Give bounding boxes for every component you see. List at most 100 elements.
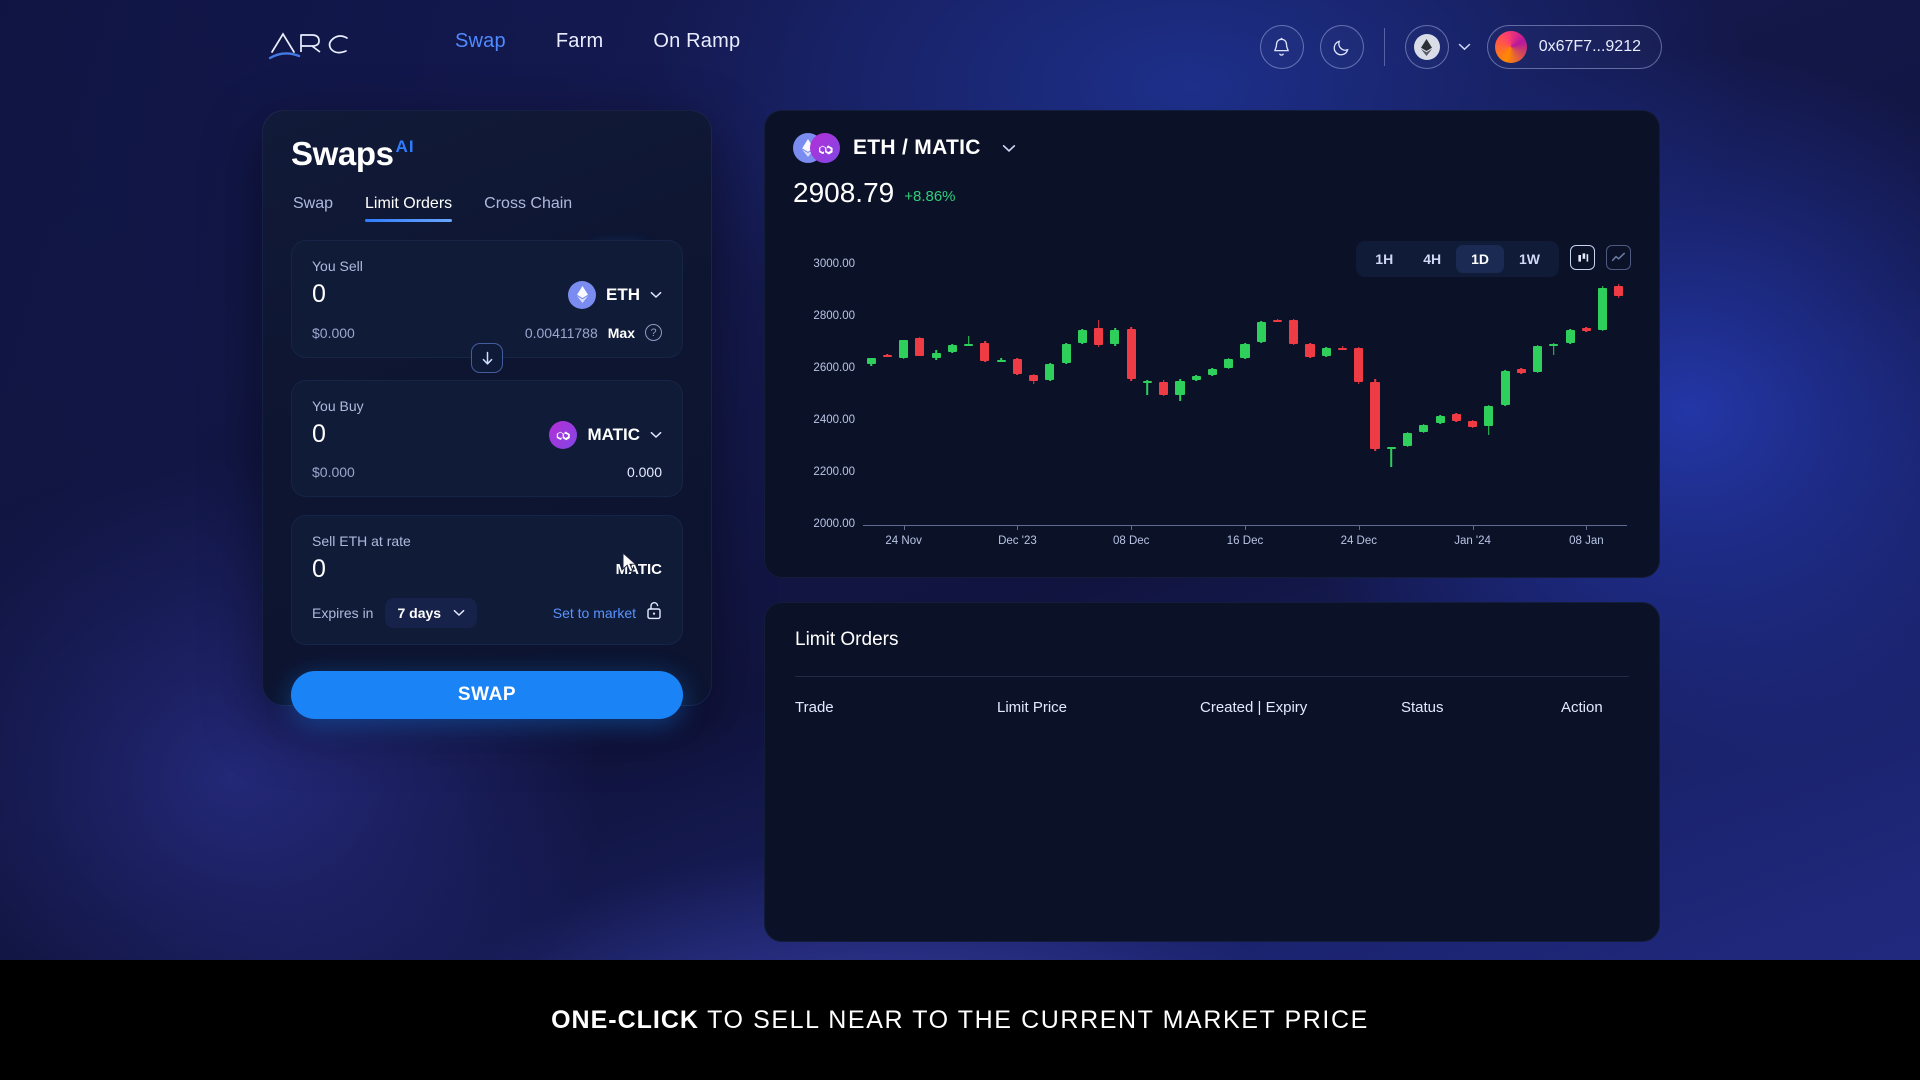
timeframe-1w[interactable]: 1W xyxy=(1519,251,1540,267)
candlestick xyxy=(1094,241,1104,561)
limit-rate-panel: Sell ETH at rate 0 MATIC Expires in 7 da… xyxy=(291,515,683,645)
candlestick xyxy=(1272,241,1283,561)
nav-link-farm[interactable]: Farm xyxy=(555,30,604,52)
rate-amount-input[interactable]: 0 xyxy=(312,555,326,583)
candlestick xyxy=(1289,241,1299,561)
column-header-created-expiry: Created | Expiry xyxy=(1200,699,1308,716)
candlestick xyxy=(915,241,925,561)
wallet-button[interactable]: 0x67F7...9212 xyxy=(1486,25,1662,69)
candle-body xyxy=(1403,433,1413,446)
line-chart-icon[interactable] xyxy=(1606,245,1631,270)
candlestick xyxy=(1468,241,1478,561)
candlestick xyxy=(1419,241,1429,561)
ethereum-icon xyxy=(568,280,596,309)
chart-type-buttons xyxy=(1570,245,1631,270)
candle-body xyxy=(1451,413,1461,421)
x-axis-tick xyxy=(1017,525,1019,530)
y-axis-tick-label: 2800.00 xyxy=(813,309,855,322)
candlestick xyxy=(1370,241,1380,561)
swap-button[interactable]: SWAP xyxy=(291,671,683,719)
candle-body xyxy=(1435,415,1445,423)
candlestick-chart-icon[interactable] xyxy=(1570,245,1595,270)
candle-body xyxy=(1500,370,1510,406)
you-sell-panel: You Sell 0 ETH $0.000 xyxy=(291,240,683,373)
candlestick xyxy=(1142,241,1152,561)
candle-body xyxy=(1549,343,1559,346)
candlestick xyxy=(1549,241,1559,561)
pair-selector[interactable]: ETH / MATIC xyxy=(793,133,1631,163)
x-axis-tick-label: 24 Dec xyxy=(1340,535,1377,547)
sell-token-selector[interactable]: ETH xyxy=(568,280,662,309)
swap-direction-button[interactable] xyxy=(471,343,503,373)
arrow-down-icon xyxy=(482,351,492,365)
price-change: +8.86% xyxy=(904,188,956,205)
you-buy-panel: You Buy 0 MATIC $0.000 0.000 xyxy=(291,380,683,497)
you-buy-balance: 0.000 xyxy=(626,464,662,480)
chevron-down-icon xyxy=(453,609,465,617)
candle-body xyxy=(1565,330,1575,343)
you-sell-amount-input[interactable]: 0 xyxy=(312,280,326,308)
candle-wick xyxy=(1553,342,1555,355)
timeframe-group: 1H 4H 1D 1W xyxy=(1356,241,1559,277)
candle-body xyxy=(1240,343,1250,359)
candlestick xyxy=(1045,241,1055,561)
you-sell-balance: 0.00411788 xyxy=(524,324,598,341)
candlestick-plot: 2000.00 2200.00 2400.00 2600.00 2800.00 3000.… xyxy=(793,241,1633,561)
candlestick xyxy=(1224,241,1234,561)
candle-body xyxy=(1533,345,1543,372)
x-axis-tick xyxy=(1586,525,1588,530)
price-row: 2908.79 +8.86% xyxy=(793,177,1631,209)
expiry-select[interactable]: 7 days xyxy=(385,598,478,628)
tab-swap[interactable]: Swap xyxy=(293,195,334,212)
limit-orders-table-header: Trade Limit Price Created | Expiry Statu… xyxy=(795,699,1629,716)
x-axis-tick-label: Jan '24 xyxy=(1454,535,1491,547)
candle-body xyxy=(1077,330,1087,343)
expiry-group: Expires in 7 days xyxy=(312,598,478,628)
timeframe-4h[interactable]: 4H xyxy=(1423,251,1442,267)
candle-body xyxy=(882,355,892,358)
tab-limit-orders[interactable]: Limit Orders xyxy=(365,195,453,222)
candlestick xyxy=(1614,241,1624,561)
network-selector[interactable] xyxy=(1404,25,1471,69)
x-axis-tick xyxy=(903,525,905,530)
network-button[interactable] xyxy=(1404,25,1449,69)
candlestick xyxy=(1516,241,1526,561)
market-group: Set to market xyxy=(553,601,662,625)
candlestick xyxy=(1159,241,1169,561)
moon-icon xyxy=(1333,40,1349,56)
buy-token-selector[interactable]: MATIC xyxy=(549,420,662,449)
candlestick xyxy=(1175,241,1185,561)
nav-link-swap[interactable]: Swap xyxy=(455,30,506,52)
chevron-down-icon xyxy=(650,431,662,438)
you-sell-balance-group: 0.00411788 Max ? xyxy=(525,324,662,341)
question-icon[interactable]: ? xyxy=(645,324,662,341)
candlestick xyxy=(1451,241,1461,561)
bottom-banner: ONE-CLICK TO SELL NEAR TO THE CURRENT MA… xyxy=(0,960,1920,1080)
theme-toggle-button[interactable] xyxy=(1319,25,1364,69)
candlestick xyxy=(1533,241,1543,561)
candlestick xyxy=(1337,241,1348,561)
unlock-icon[interactable] xyxy=(646,601,662,625)
candlestick xyxy=(1305,241,1315,561)
arc-logo[interactable] xyxy=(268,26,352,66)
timeframe-1d[interactable]: 1D xyxy=(1456,245,1504,273)
candlestick xyxy=(931,241,941,561)
notifications-button[interactable] xyxy=(1259,25,1304,69)
tab-cross-chain[interactable]: Cross Chain xyxy=(484,195,573,212)
swaps-heading: Swaps AI xyxy=(291,135,683,173)
timeframe-1h[interactable]: 1H xyxy=(1375,251,1394,267)
chevron-down-icon xyxy=(650,291,662,298)
rate-sub-row: Expires in 7 days Set to market xyxy=(312,598,662,628)
x-axis-tick-label: Dec '23 xyxy=(998,535,1037,547)
candle-body xyxy=(1468,421,1478,428)
pair-name: ETH / MATIC xyxy=(853,136,981,159)
nav-link-on-ramp[interactable]: On Ramp xyxy=(653,30,741,52)
max-button[interactable]: Max xyxy=(607,324,635,341)
candle-body xyxy=(947,345,957,352)
top-right-controls: 0x67F7...9212 xyxy=(1259,25,1662,69)
candlestick xyxy=(866,241,876,561)
you-buy-amount-input[interactable]: 0 xyxy=(312,420,326,448)
set-to-market-link[interactable]: Set to market xyxy=(552,605,636,621)
column-header-status: Status xyxy=(1401,699,1444,716)
price-chart-card: ETH / MATIC 2908.79 +8.86% 1H 4H 1D 1W xyxy=(764,110,1660,578)
